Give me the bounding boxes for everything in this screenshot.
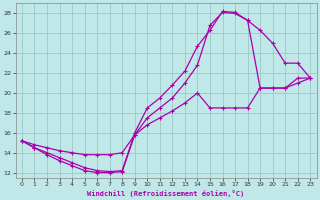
X-axis label: Windchill (Refroidissement éolien,°C): Windchill (Refroidissement éolien,°C) (87, 190, 245, 197)
